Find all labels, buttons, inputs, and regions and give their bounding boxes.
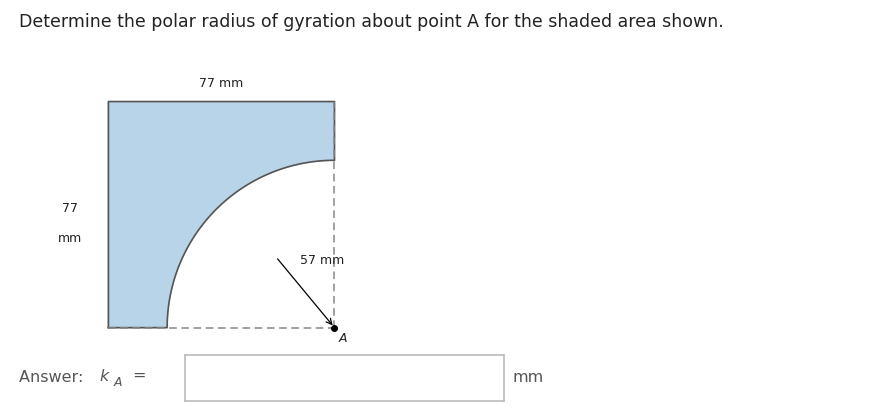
Text: mm: mm: [58, 231, 82, 244]
Text: Determine the polar radius of gyration about point A for the shaded area shown.: Determine the polar radius of gyration a…: [19, 13, 724, 31]
Polygon shape: [108, 102, 335, 328]
Text: 77 mm: 77 mm: [199, 77, 244, 90]
Text: mm: mm: [512, 370, 543, 386]
Text: $A$: $A$: [113, 376, 124, 389]
Text: i: i: [167, 369, 173, 387]
Text: 57 mm: 57 mm: [299, 254, 344, 267]
Text: A: A: [338, 332, 347, 345]
Text: $=$: $=$: [124, 368, 146, 383]
Text: 77: 77: [62, 202, 78, 215]
Text: Answer:: Answer:: [19, 370, 89, 386]
Text: $k$: $k$: [99, 368, 111, 384]
